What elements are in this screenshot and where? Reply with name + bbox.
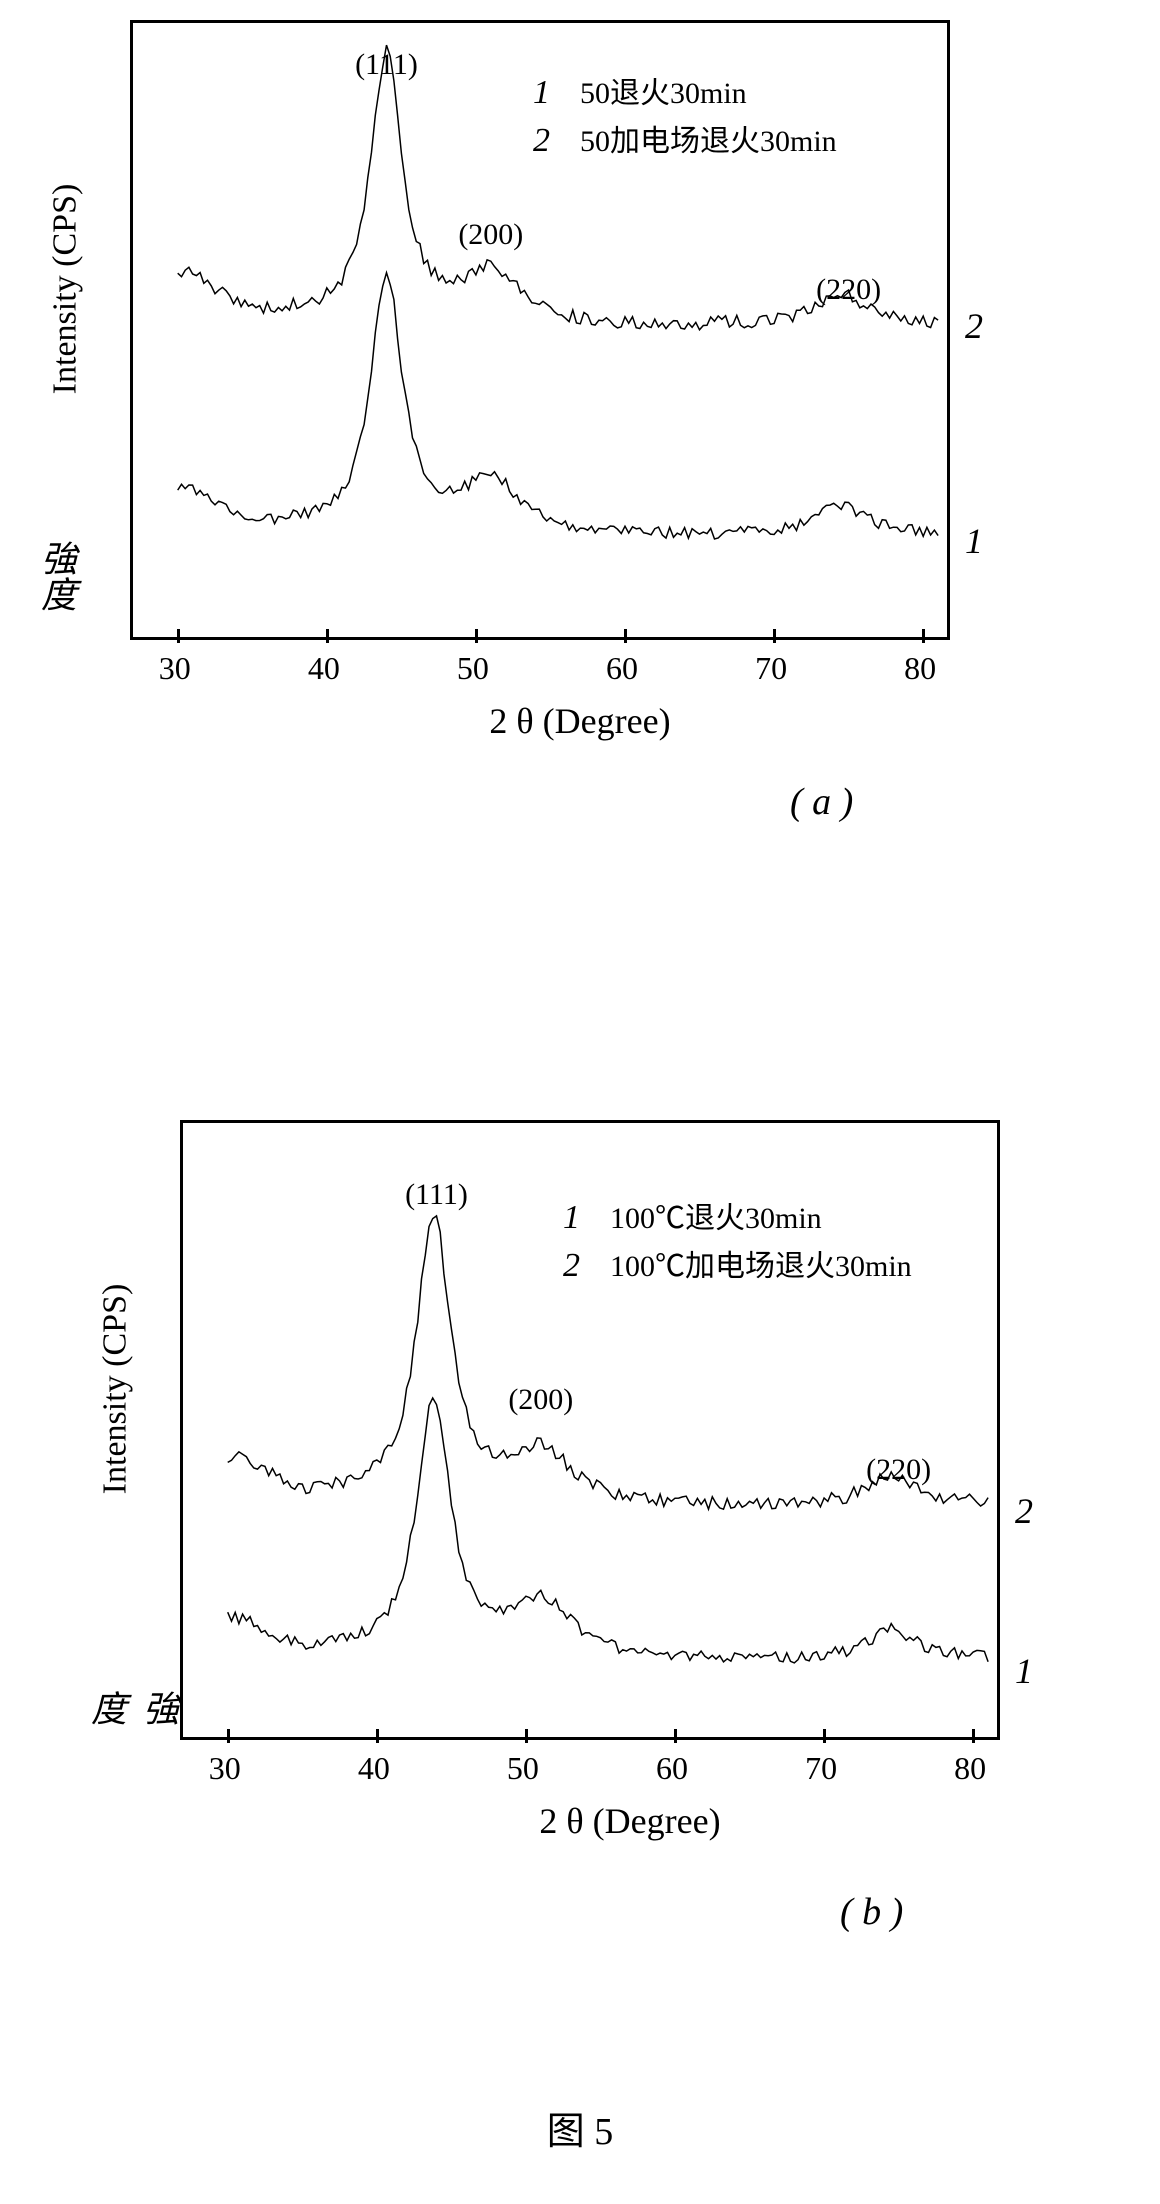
legend-text: 50加电场退火30min <box>580 116 837 160</box>
xrd-curve <box>178 273 938 539</box>
x-tick-label: 70 <box>755 650 787 687</box>
legend: 1 50退火30min 2 50加电场退火30min <box>533 68 837 164</box>
chart-b: Intensity (CPS) 強度 (111)(200)(220)1100℃退… <box>180 1120 1080 1740</box>
y-axis-label-en: Intensity (CPS) <box>46 184 84 395</box>
x-axis-label: 2 θ (Degree) <box>539 1800 720 1842</box>
x-tick-label: 40 <box>358 1750 390 1787</box>
y-axis-label-cn: 強度 <box>80 1690 184 1726</box>
legend-text: 100℃退火30min <box>610 1193 822 1237</box>
x-tick-label: 30 <box>159 650 191 687</box>
plot-frame-b: (111) (200) (220) 1 100℃退火30min 2 100℃加电场退火30m… <box>180 1120 1000 1740</box>
legend-index: 2 <box>533 122 550 160</box>
x-tick-mark <box>177 629 180 643</box>
peak-label: (111) <box>355 48 418 82</box>
x-tick-label: 30 <box>209 1750 241 1787</box>
y-axis-label-group: Intensity (CPS) 強度 <box>50 20 120 620</box>
legend-index: 1 <box>563 1199 580 1237</box>
y-axis-label-cn: 強度 <box>30 540 82 612</box>
x-tick-label: 50 <box>457 650 489 687</box>
subplot-label-b: ( b ) <box>840 1890 903 1934</box>
x-tick-mark <box>326 629 329 643</box>
y-axis-label-en: Intensity (CPS) <box>96 1284 134 1495</box>
y-axis-label-group: Intensity (CPS) 強度 <box>100 1120 170 1720</box>
figure-caption: 图 5 <box>547 2100 614 2155</box>
plot-frame-a: (111) (200) (220) 1 50退火30min 2 50加电场退火30min <box>130 20 950 640</box>
x-axis-label: 2 θ (Degree) <box>489 700 670 742</box>
x-tick-mark <box>823 1729 826 1743</box>
chart-a: Intensity (CPS) 強度 (111)(200)(220)150退火3… <box>130 20 1030 640</box>
curve-end-label: 1 <box>965 520 983 562</box>
legend-text: 100℃加电场退火30min <box>610 1241 912 1285</box>
x-tick-mark <box>922 629 925 643</box>
peak-label: (200) <box>458 218 523 252</box>
legend-row: 1 100℃退火30min <box>563 1193 912 1237</box>
curve-end-label: 2 <box>965 305 983 347</box>
legend-row: 2 50加电场退火30min <box>533 116 837 160</box>
legend-index: 1 <box>533 74 550 112</box>
x-tick-label: 40 <box>308 650 340 687</box>
legend-text: 50退火30min <box>580 68 747 112</box>
subplot-label-a: ( a ) <box>790 780 853 824</box>
x-tick-mark <box>773 629 776 643</box>
curve-end-label: 2 <box>1015 1490 1033 1532</box>
x-tick-label: 80 <box>904 650 936 687</box>
x-tick-label: 60 <box>606 650 638 687</box>
x-tick-label: 50 <box>507 1750 539 1787</box>
x-tick-mark <box>227 1729 230 1743</box>
legend: 1 100℃退火30min 2 100℃加电场退火30min <box>563 1193 912 1289</box>
x-tick-label: 70 <box>805 1750 837 1787</box>
x-tick-mark <box>624 629 627 643</box>
x-tick-mark <box>674 1729 677 1743</box>
x-tick-mark <box>972 1729 975 1743</box>
x-tick-mark <box>475 629 478 643</box>
x-tick-mark <box>376 1729 379 1743</box>
peak-label: (200) <box>508 1383 573 1417</box>
legend-index: 2 <box>563 1247 580 1285</box>
x-tick-label: 60 <box>656 1750 688 1787</box>
x-tick-label: 80 <box>954 1750 986 1787</box>
legend-row: 1 50退火30min <box>533 68 837 112</box>
curve-end-label: 1 <box>1015 1650 1033 1692</box>
legend-row: 2 100℃加电场退火30min <box>563 1241 912 1285</box>
x-tick-mark <box>525 1729 528 1743</box>
xrd-curve <box>228 1398 988 1663</box>
peak-label: (220) <box>816 273 881 307</box>
peak-label: (111) <box>405 1178 468 1212</box>
peak-label: (220) <box>866 1453 931 1487</box>
